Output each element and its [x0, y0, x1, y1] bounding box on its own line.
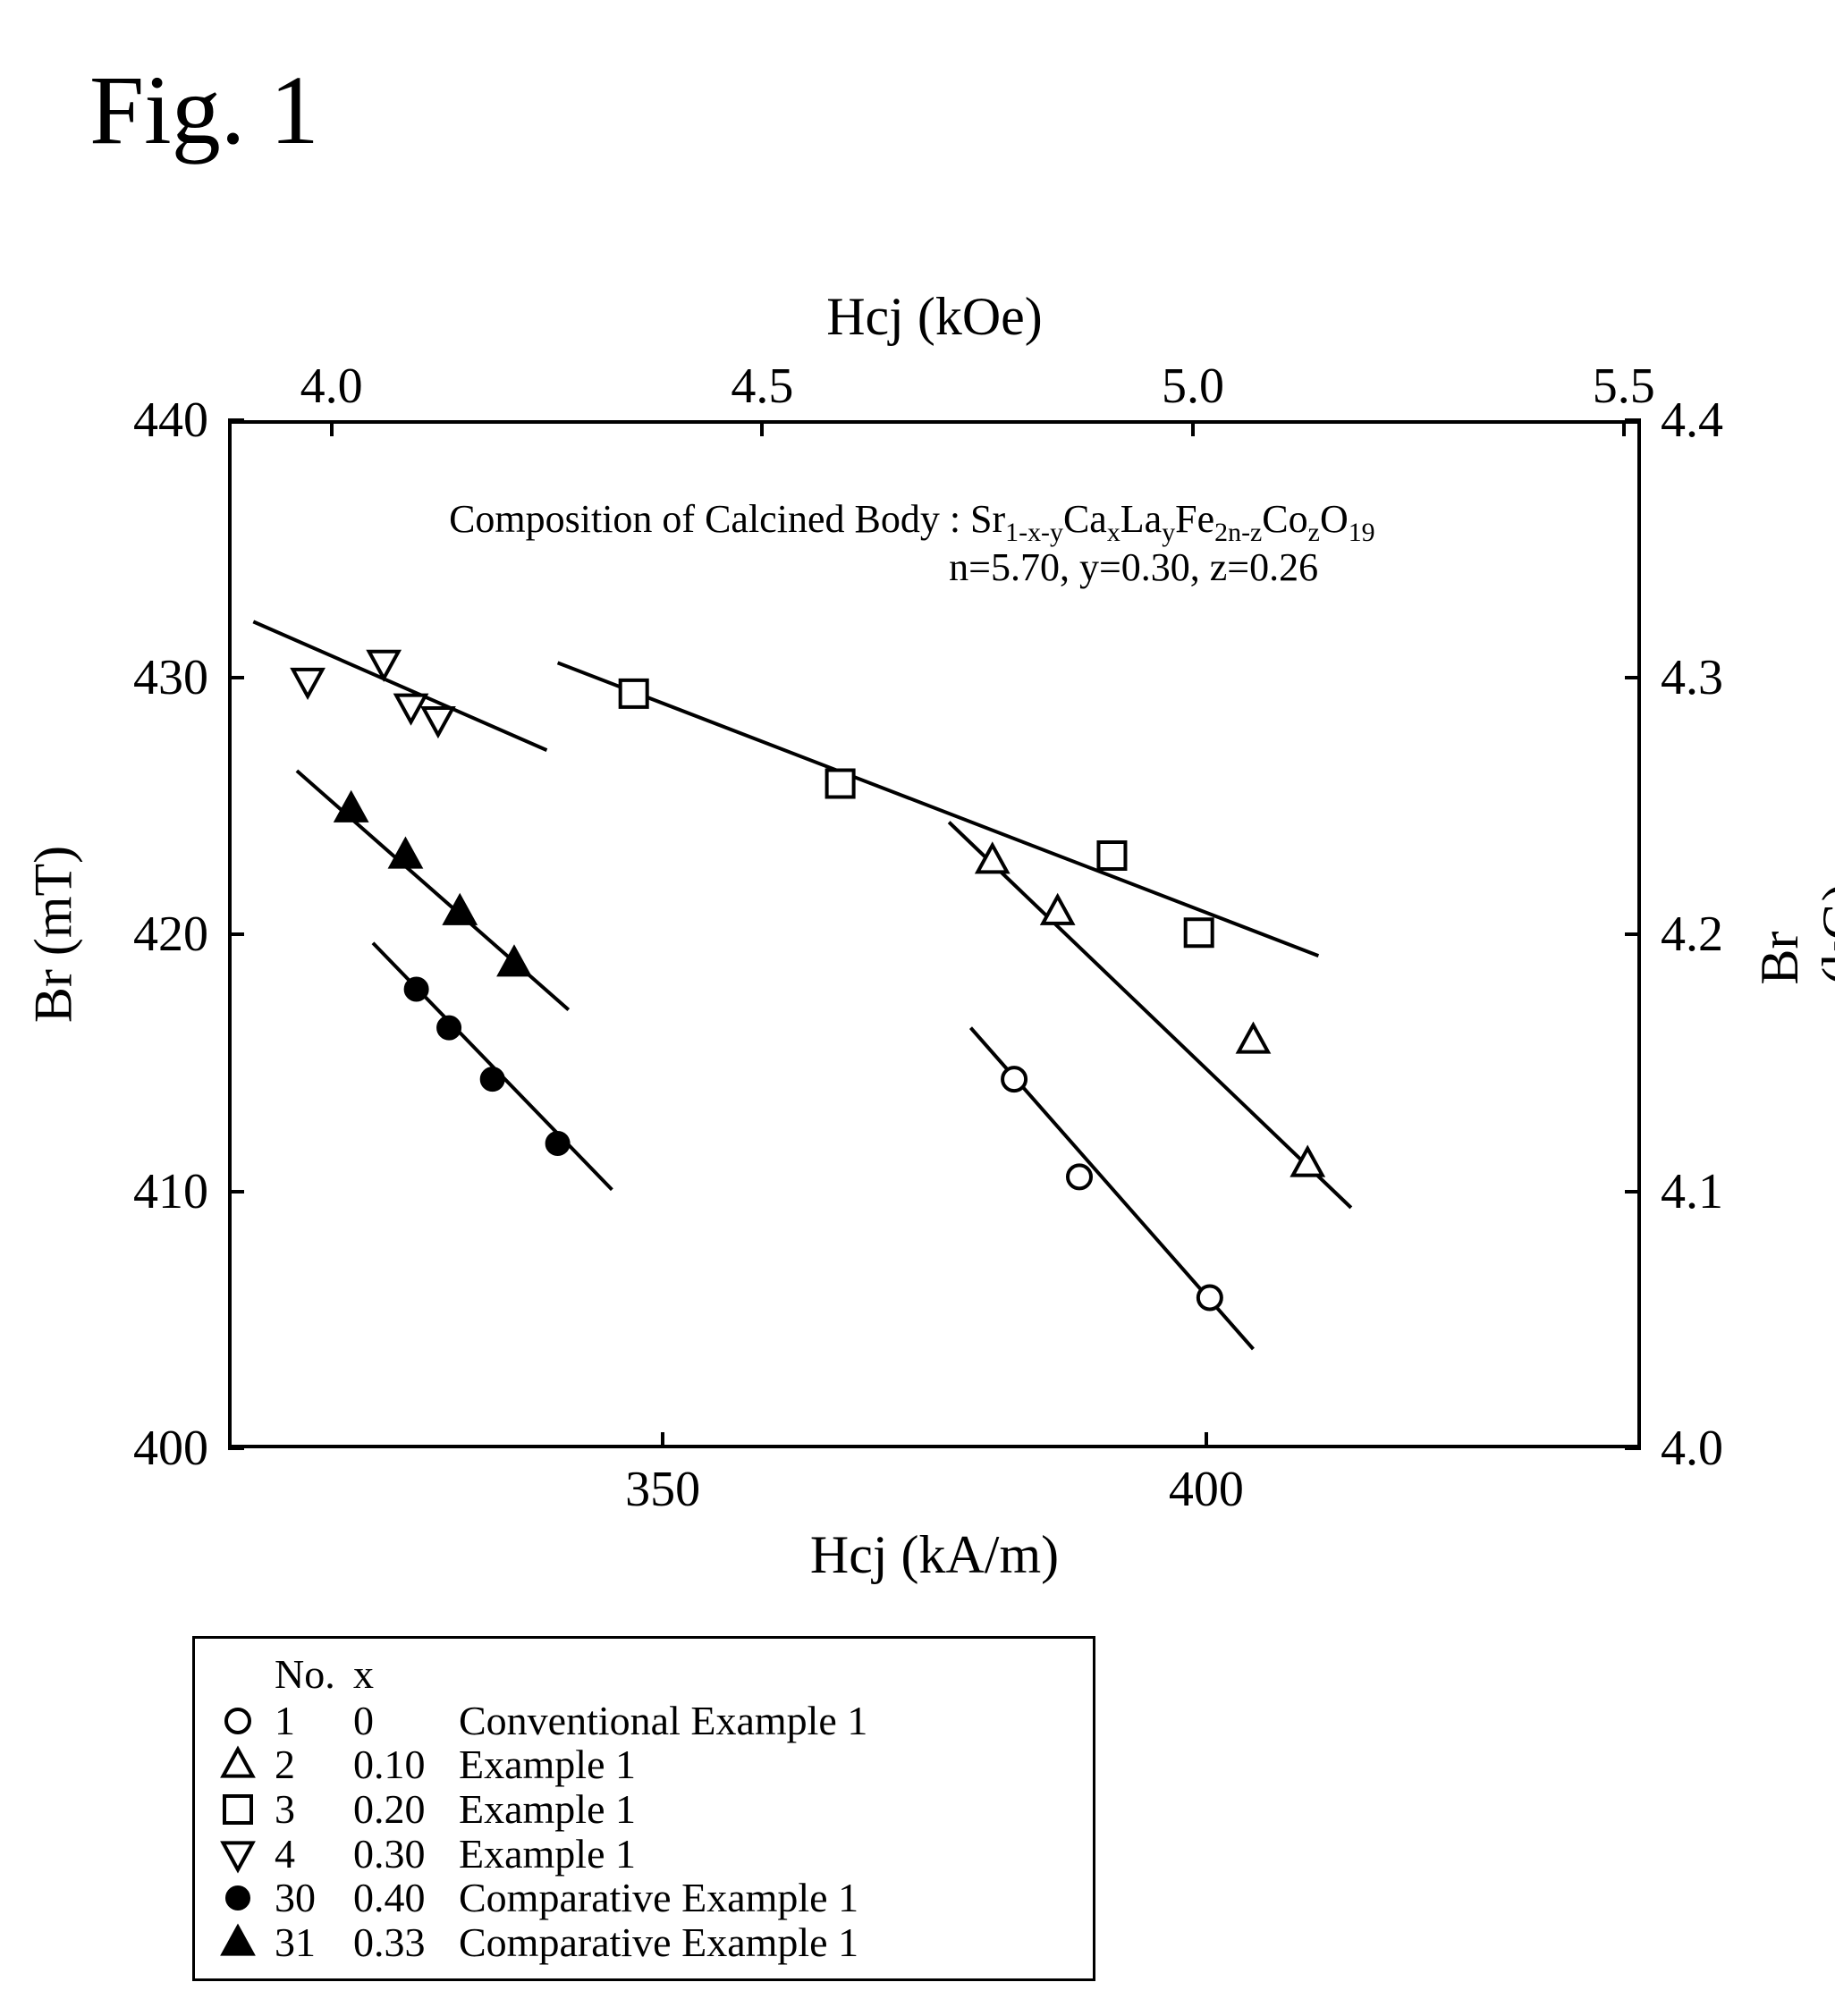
series-marker: [1239, 1025, 1268, 1052]
series-trendline: [558, 662, 1319, 956]
x-axis-top-label: Hcj (kOe): [826, 286, 1043, 348]
legend-header-x: x: [353, 1652, 443, 1697]
axis-tick-label: 4.4: [1661, 392, 1723, 449]
axis-tick-label: 5.0: [1162, 358, 1224, 415]
axis-tick-label: 4.0: [1661, 1420, 1723, 1477]
legend-no: 31: [275, 1920, 337, 1965]
series-marker: [827, 771, 854, 797]
axis-tick-mark: [760, 420, 764, 436]
axis-tick-mark: [228, 932, 244, 936]
series-marker: [293, 670, 323, 696]
legend-no: 30: [275, 1876, 337, 1920]
figure-title: Fig. 1: [89, 54, 319, 167]
series-marker: [1002, 1067, 1026, 1091]
axis-tick-mark: [228, 1447, 244, 1450]
series-marker: [1198, 1286, 1222, 1310]
legend-desc: Conventional Example 1: [459, 1699, 867, 1743]
axis-tick-mark: [1625, 676, 1641, 679]
series-marker: [423, 708, 452, 735]
legend-marker-icon: [217, 1700, 258, 1742]
legend-marker-icon: [217, 1789, 258, 1830]
chart-plot-area: Composition of Calcined Body : Sr1-x-yCa…: [228, 420, 1641, 1448]
axis-tick-label: 350: [625, 1461, 700, 1518]
axis-tick-label: 400: [133, 1420, 208, 1477]
series-marker: [1043, 897, 1072, 924]
legend-row: 2 0.10 Example 1: [217, 1742, 1070, 1787]
legend-marker-icon: [217, 1744, 258, 1785]
axis-tick-mark: [228, 1190, 244, 1194]
legend-no: 1: [275, 1699, 337, 1743]
legend-x-value: 0: [353, 1699, 443, 1743]
axis-tick-mark: [1625, 1190, 1641, 1194]
axis-tick-mark: [228, 676, 244, 679]
series-marker: [1293, 1149, 1323, 1176]
axis-tick-label: 4.1: [1661, 1163, 1723, 1220]
legend-row: 3 0.20 Example 1: [217, 1787, 1070, 1832]
axis-tick-mark: [1205, 1432, 1208, 1448]
legend-x-value: 0.10: [353, 1742, 443, 1787]
axis-tick-mark: [1625, 418, 1641, 422]
axis-tick-label: 440: [133, 392, 208, 449]
legend-header: No. x: [217, 1652, 1070, 1697]
axis-tick-label: 4.0: [300, 358, 363, 415]
legend-row: 31 0.33 Comparative Example 1: [217, 1920, 1070, 1965]
legend-x-value: 0.40: [353, 1876, 443, 1920]
x-axis-bottom-label: Hcj (kA/m): [810, 1524, 1059, 1586]
series-marker: [547, 1133, 569, 1154]
chart-annotation-line1: Composition of Calcined Body : Sr1-x-yCa…: [449, 496, 1375, 548]
legend-marker-icon: [217, 1922, 258, 1963]
series-marker: [1068, 1165, 1091, 1188]
series-trendline: [949, 822, 1351, 1208]
chart-svg: [232, 424, 1645, 1452]
legend-row: 4 0.30 Example 1: [217, 1832, 1070, 1877]
axis-tick-label: 4.3: [1661, 649, 1723, 706]
legend-x-value: 0.30: [353, 1832, 443, 1877]
axis-tick-label: 4.5: [731, 358, 793, 415]
legend-x-value: 0.20: [353, 1787, 443, 1832]
series-marker: [977, 845, 1007, 872]
axis-tick-label: 410: [133, 1163, 208, 1220]
series-marker: [445, 897, 475, 924]
legend-x-value: 0.33: [353, 1920, 443, 1965]
y-axis-right-label: Br (kG): [1749, 883, 1835, 984]
series-marker: [438, 1017, 460, 1039]
axis-tick-label: 4.2: [1661, 906, 1723, 963]
legend-desc: Example 1: [459, 1742, 636, 1787]
axis-tick-mark: [1622, 420, 1626, 436]
legend-marker-icon: [217, 1877, 258, 1919]
series-marker: [396, 696, 426, 722]
legend-table: No. x 10 Conventional Example 1 2 0.10 Examp…: [217, 1652, 1070, 1965]
legend: No. x 10 Conventional Example 1 2 0.10 Examp…: [192, 1636, 1095, 1981]
axis-tick-label: 400: [1169, 1461, 1244, 1518]
legend-row: 10 Conventional Example 1: [217, 1699, 1070, 1743]
legend-no: 2: [275, 1742, 337, 1787]
series-marker: [391, 840, 420, 867]
legend-no: 3: [275, 1787, 337, 1832]
legend-desc: Comparative Example 1: [459, 1920, 858, 1965]
series-trendline: [253, 621, 546, 750]
y-axis-left-label: Br (mT): [23, 846, 85, 1023]
chart-annotation-line2: n=5.70, y=0.30, z=0.26: [949, 544, 1318, 590]
axis-tick-mark: [1625, 1447, 1641, 1450]
axis-tick-mark: [1191, 420, 1195, 436]
series-marker: [1186, 919, 1213, 946]
series-marker: [1098, 842, 1125, 869]
series-marker: [621, 680, 647, 707]
series-marker: [482, 1068, 503, 1090]
legend-no: 4: [275, 1832, 337, 1877]
axis-tick-mark: [228, 418, 244, 422]
series-marker: [406, 979, 427, 1000]
legend-header-no: No.: [275, 1652, 337, 1697]
legend-desc: Example 1: [459, 1787, 636, 1832]
axis-tick-label: 420: [133, 906, 208, 963]
legend-desc: Example 1: [459, 1832, 636, 1877]
legend-desc: Comparative Example 1: [459, 1876, 858, 1920]
axis-tick-mark: [330, 420, 334, 436]
legend-row: 30 0.40 Comparative Example 1: [217, 1876, 1070, 1920]
legend-marker-icon: [217, 1834, 258, 1875]
axis-tick-mark: [661, 1432, 664, 1448]
axis-tick-label: 430: [133, 649, 208, 706]
axis-tick-mark: [1625, 932, 1641, 936]
axis-tick-label: 5.5: [1593, 358, 1655, 415]
